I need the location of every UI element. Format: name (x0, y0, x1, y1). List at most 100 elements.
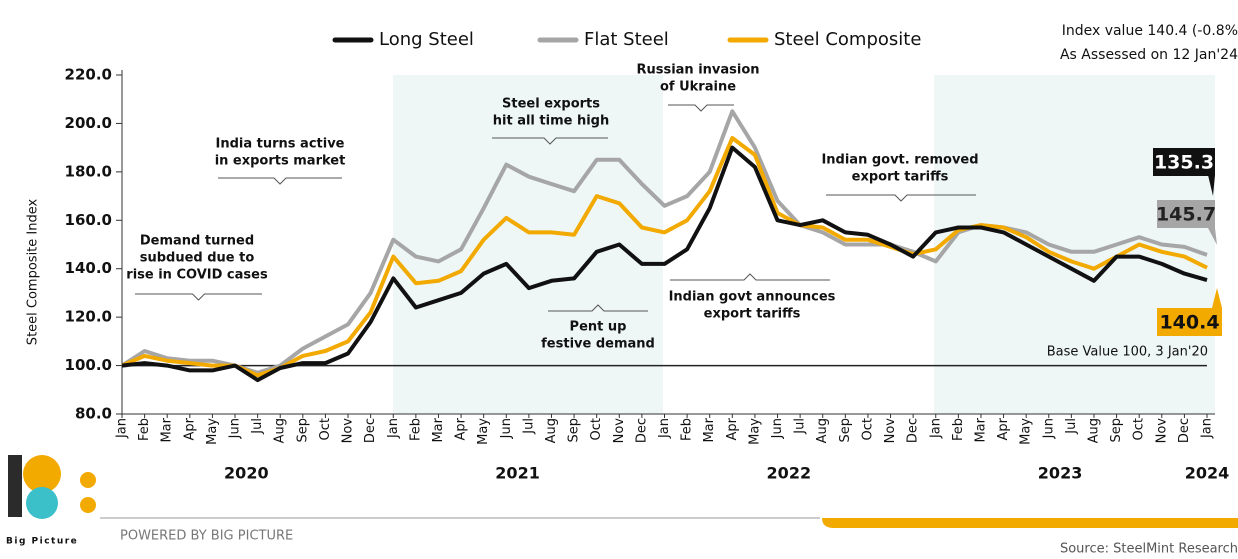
series-line (120, 109, 1208, 375)
annotation-bracket (492, 137, 608, 145)
y-tick-label: 80.0 (75, 405, 112, 423)
x-tick-label: Dec (363, 418, 378, 443)
x-tick-label: Jan (657, 418, 672, 439)
y-tick-label: 200.0 (65, 114, 112, 132)
brand: Big Picture (6, 537, 78, 547)
value-label: 145.7 (1156, 204, 1216, 226)
x-tick-label: Nov (612, 418, 627, 444)
annotation: rise in COVID cases (126, 268, 268, 283)
x-tick-label: Mar (702, 417, 717, 442)
x-tick-label: Jul (793, 418, 808, 435)
value-box (1157, 200, 1215, 228)
x-tick-label: Aug (544, 418, 559, 443)
x-tick-label: May (1019, 418, 1034, 445)
x-tick-label: Jul (521, 418, 536, 435)
x-tick-label: Dec (634, 418, 649, 443)
y-tick-label: 140.0 (65, 259, 112, 277)
value-pointer (1212, 288, 1222, 308)
x-tick-label: Feb (137, 418, 152, 441)
year-label: 2023 (1038, 464, 1083, 483)
x-tick-label: Jun (1041, 418, 1056, 439)
x-tick-label: Oct (1132, 418, 1147, 440)
annotation: subdued due to (140, 251, 255, 266)
x-tick-label: Aug (815, 418, 830, 443)
value-label: 140.4 (1159, 312, 1219, 334)
annotation: export tariffs (704, 307, 801, 322)
x-tick-label: Feb (951, 418, 966, 441)
y-tick-label: 160.0 (65, 211, 112, 229)
annotation: Indian govt announces (669, 290, 836, 305)
legend-label: Long Steel (379, 29, 474, 50)
annotation-bracket (668, 104, 734, 112)
x-tick-label: Aug (1086, 418, 1101, 443)
x-tick-label: Jun (228, 418, 243, 439)
source: Source: SteelMint Research (1060, 542, 1238, 557)
annotation: of Ukraine (660, 80, 736, 95)
y-tick-label: 220.0 (65, 66, 112, 84)
value-pointer (1208, 175, 1215, 196)
y-tick-label: 100.0 (65, 356, 112, 374)
x-tick-label: Feb (680, 418, 695, 441)
x-tick-label: May (747, 418, 762, 445)
header-line: Index value 140.4 (-0.8% (1062, 23, 1238, 39)
x-tick-label: Mar (431, 417, 446, 442)
x-tick-label: Nov (883, 418, 898, 444)
x-tick-label: Jun (499, 418, 514, 439)
x-tick-label: Jan (1200, 418, 1215, 439)
footer-bar (822, 518, 1238, 528)
x-tick-label: Jul (1064, 418, 1079, 435)
annotation: Indian govt. removed (821, 153, 978, 168)
annotation-bracket (670, 273, 830, 281)
y-tick-label: 120.0 (65, 308, 112, 326)
x-tick-label: Apr (454, 417, 469, 440)
x-tick-label: Mar (973, 417, 988, 442)
x-tick-label: Sep (567, 418, 582, 443)
x-tick-label: Jan (115, 418, 130, 439)
x-tick-label: Aug (273, 418, 288, 443)
series-line (121, 136, 1208, 378)
year-label: 2020 (224, 464, 269, 483)
legend-label: Steel Composite (774, 29, 921, 50)
annotation-bracket (826, 194, 976, 202)
x-tick-label: Jan (928, 418, 943, 439)
value-box (1153, 148, 1215, 176)
annotation: Steel exports (502, 97, 600, 112)
x-tick-label: Apr (182, 417, 197, 440)
x-tick-label: Feb (408, 418, 423, 441)
x-tick-label: Oct (589, 418, 604, 440)
annotation: export tariffs (852, 170, 949, 185)
x-tick-label: Oct (318, 418, 333, 440)
x-tick-label: Sep (1109, 418, 1124, 443)
x-tick-label: Dec (1177, 418, 1192, 443)
x-tick-label: Jan (386, 418, 401, 439)
value-label: 135.3 (1154, 152, 1214, 174)
header-line: As Assessed on 12 Jan'24 (1060, 47, 1238, 63)
x-tick-label: May (205, 418, 220, 445)
annotation: Demand turned (140, 234, 254, 249)
annotation: hit all time high (493, 114, 610, 129)
x-tick-label: May (476, 418, 491, 445)
year-label: 2024 (1185, 464, 1230, 483)
x-tick-label: Jul (250, 418, 265, 435)
base-label: Base Value 100, 3 Jan'20 (1047, 345, 1208, 360)
powered-by: POWERED BY BIG PICTURE (120, 529, 293, 544)
value-pointer (1208, 228, 1217, 245)
y-axis-label: Steel Composite Index (26, 198, 41, 345)
annotation: festive demand (541, 337, 655, 352)
x-tick-label: Sep (838, 418, 853, 443)
x-tick-label: Mar (160, 417, 175, 442)
logo (8, 455, 96, 519)
annotation: Pent up (570, 320, 627, 335)
year-label: 2021 (495, 464, 540, 483)
x-tick-label: Nov (341, 418, 356, 444)
annotation-bracket (135, 293, 262, 301)
x-tick-label: Apr (996, 417, 1011, 440)
annotation-bracket (548, 304, 648, 312)
annotation-bracket (218, 177, 342, 185)
x-tick-label: Dec (906, 418, 921, 443)
x-tick-label: Oct (860, 418, 875, 440)
y-tick-label: 180.0 (65, 162, 112, 180)
annotation: India turns active (216, 137, 345, 152)
x-tick-label: Apr (725, 417, 740, 440)
